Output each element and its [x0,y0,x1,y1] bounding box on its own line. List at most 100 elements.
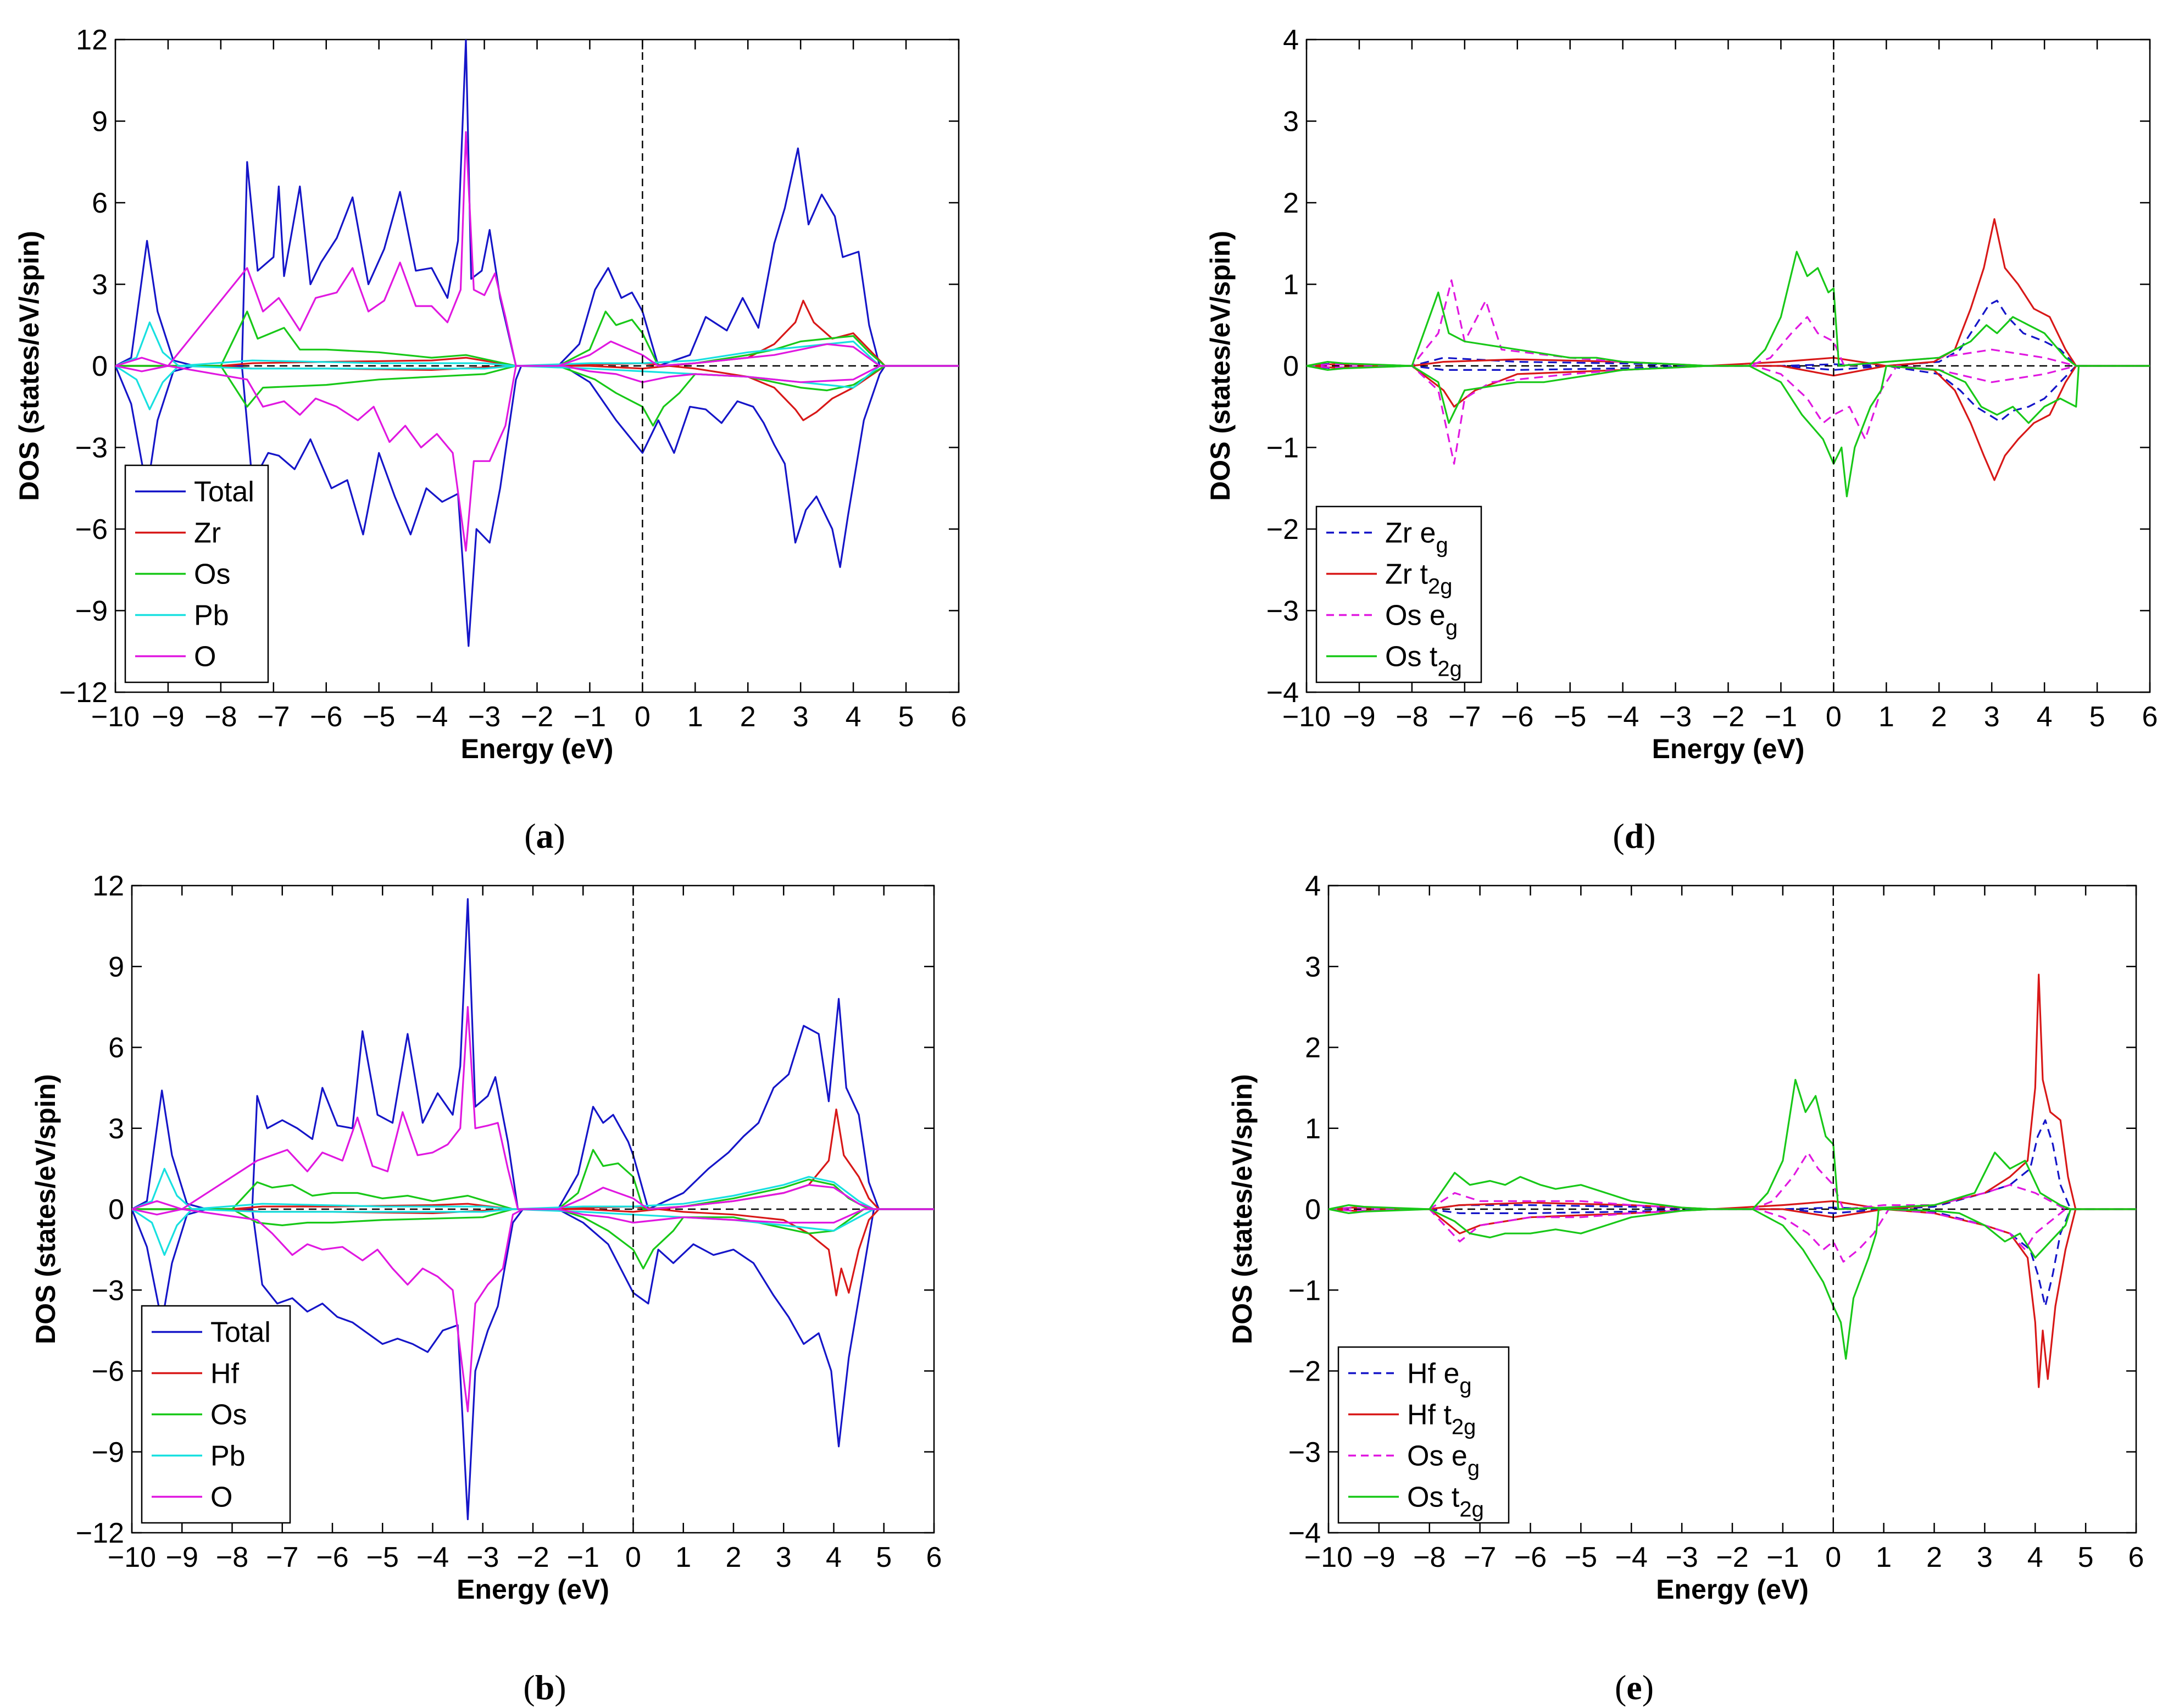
x-tick-label: −3 [468,701,501,733]
y-tick-label: −2 [1266,514,1299,546]
series-group [115,40,959,647]
x-tick-label: 4 [826,1542,842,1573]
x-tick-label: 0 [635,701,651,733]
x-tick-label: 6 [951,701,967,733]
caption-a: (a) [524,816,565,855]
x-tick-label: −4 [416,1542,449,1573]
y-tick-label: 12 [76,24,108,56]
x-tick-label: 3 [1984,701,2000,733]
series-line-os-t-2g-down [1328,1208,2136,1360]
series-line-pb-up [132,1167,934,1210]
y-tick-label: −6 [92,1356,124,1388]
y-tick-label: 3 [1305,951,1321,983]
x-axis-label: Energy (eV) [1652,733,1805,764]
y-tick-label: 4 [1305,870,1321,902]
x-tick-label: −9 [152,701,184,733]
legend: Total Zr Os Pb O [124,464,269,683]
panel-e: −10 −9 −8 −7 −6 −5 −4 −3 −2 −1 0 1 2 3 4 5 6 4 3 2 1 0 −1 −2 −3−… [1090,852,2179,1707]
y-tick-label: 0 [1283,350,1299,382]
legend-label: O [210,1482,232,1514]
x-tick-label: 4 [846,701,861,733]
series-line-o-down [115,365,959,552]
panel-b: −10 −9 −8 −7 −6 −5 −4 −3 −2 −1 0 1 2 3 4 5 6 12 9 6 3 0 −3 −6 −9… [0,852,1090,1707]
legend-label: Total [194,476,254,508]
y-tick-label: 1 [1305,1113,1321,1145]
legend-label: Os [194,559,230,591]
y-tick-label: −12 [76,1517,124,1549]
x-tick-label: −3 [466,1542,499,1573]
y-tick-label: −3 [1266,596,1299,627]
series-line-zr-e-g-up [1307,299,2150,367]
x-tick-label: −10 [1304,1542,1353,1573]
y-tick-label: −9 [75,596,108,627]
y-axis-label: DOS (states/eV/spin) [1205,231,1236,501]
series-group [1307,218,2150,498]
y-tick-label: 6 [108,1032,124,1064]
y-tick-label: 0 [108,1194,124,1226]
y-tick-label: 9 [92,106,108,138]
series-group [1328,973,2136,1388]
y-tick-label: −4 [1288,1517,1321,1549]
series-line-os-up [132,1149,934,1210]
y-tick-label: 9 [108,951,124,983]
y-tick-label: −1 [1266,432,1299,464]
x-tick-label: −7 [266,1542,298,1573]
x-tick-label: −2 [1716,1542,1748,1573]
series-line-os-t-2g-down [1307,365,2150,498]
x-tick-label: 5 [2089,701,2105,733]
x-tick-label: −9 [1363,1542,1395,1573]
legend-box [1337,1346,1510,1524]
series-line-hf-e-g-down [1328,1208,2136,1308]
y-tick-label: 12 [92,870,124,902]
x-axis-label: Energy (eV) [457,1574,609,1605]
legend-box [1315,505,1482,683]
x-tick-label: −6 [316,1542,348,1573]
x-tick-label: 2 [1926,1542,1942,1573]
x-tick-label: −5 [1565,1542,1597,1573]
legend-label: Pb [210,1440,246,1472]
series-line-os-up [115,310,959,367]
x-tick-label: −10 [108,1542,156,1573]
x-tick-label: 0 [625,1542,641,1573]
y-tick-label: 1 [1283,269,1299,301]
x-tick-label: 4 [2037,701,2053,733]
x-tick-label: −4 [1615,1542,1648,1573]
x-tick-label: −10 [1282,701,1331,733]
legend-label: Total [210,1317,271,1349]
x-tick-label: −4 [1607,701,1639,733]
x-tick-label: 3 [776,1542,792,1573]
x-tick-label: −6 [1514,1542,1547,1573]
x-axis-label: Energy (eV) [1656,1574,1809,1605]
y-tick-label: −9 [92,1437,124,1468]
x-tick-label: −1 [1765,701,1797,733]
y-axis-label: DOS (states/eV/spin) [1227,1074,1258,1344]
chart-d: −10 −9 −8 −7 −6 −5 −4 −3 −2 −1 0 1 2 3 4 5 643210−1−2−3−… [1205,24,2158,764]
x-tick-label: −6 [310,701,342,733]
x-tick-label: 5 [876,1542,892,1573]
x-tick-label: −7 [1464,1542,1496,1573]
x-tick-label: −2 [521,701,553,733]
series-line-hf-t-2g-up [1328,973,2136,1210]
x-tick-label: −7 [1448,701,1481,733]
x-tick-label: −1 [1766,1542,1799,1573]
x-tick-label: 2 [1931,701,1947,733]
y-tick-label: −3 [92,1275,124,1306]
legend: Total Hf Os Pb O [141,1305,291,1524]
y-tick-label: 3 [1283,106,1299,138]
y-tick-label: −2 [1288,1356,1321,1388]
x-tick-label: 3 [793,701,809,733]
x-tick-label: −9 [1343,701,1375,733]
series-line-o-up [132,1006,934,1210]
x-tick-label: 6 [2128,1542,2144,1573]
legend-label: Pb [194,600,229,632]
series-line-os-e-g-up [1307,279,2150,367]
series-line-total-up [115,40,959,367]
series-line-pb-down [132,1208,934,1256]
x-tick-label: 1 [1876,1542,1892,1573]
y-axis-label: DOS (states/eV/spin) [30,1074,61,1344]
x-tick-label: −9 [166,1542,198,1573]
series-line-os-e-g-down [1307,365,2150,465]
x-tick-label: 1 [687,701,703,733]
y-tick-label: 0 [1305,1194,1321,1226]
y-tick-label: −12 [59,677,108,709]
